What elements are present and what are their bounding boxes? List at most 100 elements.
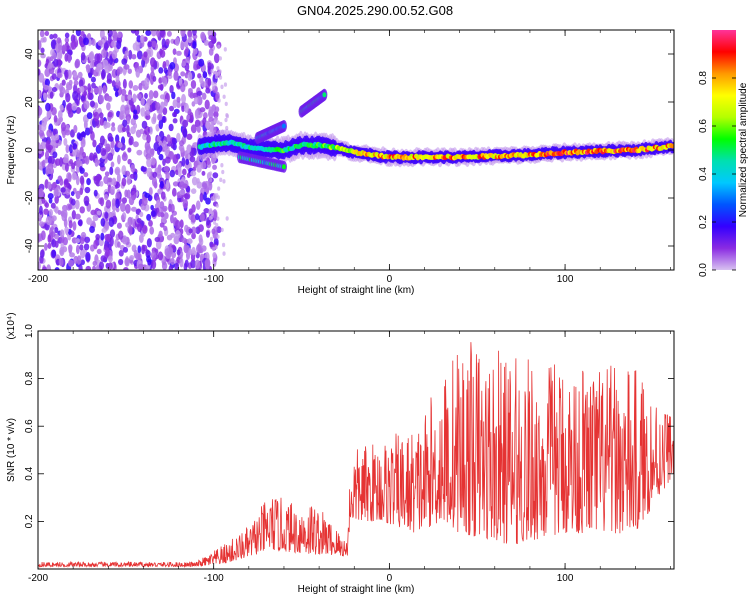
- spectrogram-noise-cell: [195, 213, 200, 221]
- spectrogram-noise-cell: [136, 50, 143, 60]
- spectrogram-noise-cell: [78, 151, 83, 160]
- spectrogram-noise-cell: [191, 176, 198, 186]
- spectrogram-noise-cell: [85, 155, 90, 165]
- spectrogram-noise-cell: [199, 107, 206, 113]
- spectrogram-noise-cell: [71, 209, 77, 220]
- spectrogram-noise-cell: [135, 69, 140, 78]
- spectrogram-noise-cell: [75, 30, 81, 37]
- spectrogram-noise-cell: [125, 222, 129, 228]
- spectrogram-noise-cell: [48, 67, 55, 75]
- spectrogram-noise-cell: [186, 133, 193, 140]
- spectrogram-noise-cell: [205, 87, 211, 94]
- x-tick-label: -100: [204, 274, 224, 285]
- spectrogram-noise-cell: [216, 234, 220, 239]
- spectrogram-noise-cell: [176, 101, 181, 109]
- spectrogram-noise-cell: [163, 225, 168, 232]
- spectrogram-noise-cell: [173, 71, 179, 81]
- spectrogram-noise-cell: [181, 93, 186, 104]
- spectrogram-noise-cell: [146, 213, 152, 221]
- spectrogram-noise-cell: [163, 98, 168, 107]
- spectrogram-noise-cell: [132, 141, 139, 148]
- spectrogram-noise-cell: [59, 104, 64, 111]
- spectrogram-noise-cell: [117, 241, 121, 248]
- spectrogram-noise-cell: [38, 188, 44, 198]
- spectrogram-noise-cell: [169, 84, 174, 94]
- spectrogram-noise-cell: [93, 239, 98, 250]
- spectrogram-noise-cell: [167, 70, 172, 77]
- spectrogram-noise-cell: [126, 175, 131, 186]
- spectrogram-noise-cell: [65, 92, 71, 103]
- spectrogram-noise-cell: [169, 169, 176, 178]
- spectrogram-noise-cell: [130, 206, 137, 212]
- spectrogram-noise-cell: [208, 106, 214, 116]
- spectrogram-noise-cell: [62, 204, 68, 212]
- spectrogram-noise-cell: [59, 229, 65, 238]
- y-tick-label: 20: [24, 96, 35, 108]
- spectrogram-noise-cell: [91, 38, 96, 47]
- spectrogram-noise-cell: [99, 161, 105, 168]
- y-tick-label: -40: [24, 238, 35, 253]
- spectrogram-noise-cell: [45, 102, 51, 112]
- colorbar-tick-label: 0.6: [698, 119, 709, 133]
- spectrogram-noise-cell: [75, 238, 81, 244]
- spectrogram-noise-cell: [194, 259, 201, 270]
- y-tick-label: -20: [24, 190, 35, 205]
- snr-panel: -200 -100 0 100 0.2 0.4 0.6 0.8 1.0 Height of st…: [6, 312, 675, 595]
- spectrogram-noise-cell: [172, 181, 179, 187]
- spectrogram-noise-cell: [179, 140, 185, 147]
- spectrogram-noise-cell: [110, 161, 115, 168]
- spectrogram-noise-cell: [217, 186, 221, 191]
- spectrogram-noise-cell: [194, 119, 201, 128]
- spectrogram-noise-cell: [54, 195, 59, 204]
- spectrogram-noise-cell: [189, 92, 195, 99]
- spectrogram-noise-cell: [203, 208, 210, 214]
- spectrogram-noise-cell: [141, 244, 146, 255]
- spectrogram-noise-cell: [168, 123, 174, 132]
- spectrogram-noise-cell: [96, 210, 102, 216]
- spectrogram-noise-cell: [180, 83, 186, 93]
- spectrogram-noise-cell: [67, 184, 72, 191]
- spectrogram-noise-cell: [72, 90, 79, 101]
- spectrogram-noise-cell: [90, 76, 96, 83]
- spectrogram-noise-cell: [200, 31, 206, 41]
- spectrogram-noise-cell: [115, 192, 121, 201]
- spectrogram-noise-cell: [100, 217, 106, 227]
- spectrogram-noise-cell: [78, 263, 83, 270]
- spectrogram-noise-cell: [187, 36, 193, 44]
- spectrogram-noise-cell: [169, 62, 176, 70]
- spectrogram-noise-cell: [67, 228, 72, 235]
- spectrogram-noise-cell: [201, 170, 206, 176]
- snr-frame: [37, 330, 675, 570]
- spectrogram-noise-cell: [160, 191, 166, 200]
- figure-title: GN04.2025.290.00.52.G08: [297, 3, 453, 18]
- spectrogram-noise-cell: [162, 60, 167, 69]
- spectrogram-noise-cell: [215, 226, 222, 234]
- spectrogram-noise-cell: [210, 68, 214, 74]
- spectrogram-noise-cell: [103, 42, 109, 51]
- snr-axes: -200 -100 0 100 0.2 0.4 0.6 0.8 1.0: [24, 324, 674, 584]
- spectrogram-noise-cell: [90, 209, 97, 216]
- spectrogram-noise-cell: [99, 180, 104, 187]
- spectrogram-noise-cell: [179, 181, 185, 190]
- spectrogram-noise-cell: [210, 81, 215, 86]
- spectrogram-noise-cell: [52, 33, 58, 39]
- spectrogram-branch-core: [322, 92, 327, 98]
- spectrogram-noise-cell: [50, 39, 57, 50]
- spectrogram-noise-cell: [99, 261, 105, 270]
- spectrogram-noise-cell: [174, 262, 180, 270]
- spectrogram-noise-cell: [129, 173, 136, 179]
- spectrogram-noise-cell: [38, 205, 43, 216]
- spectrogram-noise-cell: [221, 169, 225, 175]
- spectrogram-noise-cell: [120, 214, 125, 221]
- spectrogram-noise-cell: [121, 94, 126, 103]
- spectrogram-noise-cell: [64, 162, 69, 172]
- spectrogram-noise-cell: [133, 171, 138, 181]
- spectrogram-noise-cell: [222, 94, 226, 99]
- spectrogram-noise-cell: [67, 204, 73, 210]
- spectrogram-noise-cell: [140, 97, 145, 106]
- spectrogram-noise-cell: [71, 102, 78, 111]
- spectrogram-noise-cell: [146, 49, 152, 59]
- spectrogram-noise-cell: [126, 124, 130, 135]
- spectrogram-noise-cell: [121, 88, 127, 96]
- spectrogram-noise-cell: [141, 58, 146, 68]
